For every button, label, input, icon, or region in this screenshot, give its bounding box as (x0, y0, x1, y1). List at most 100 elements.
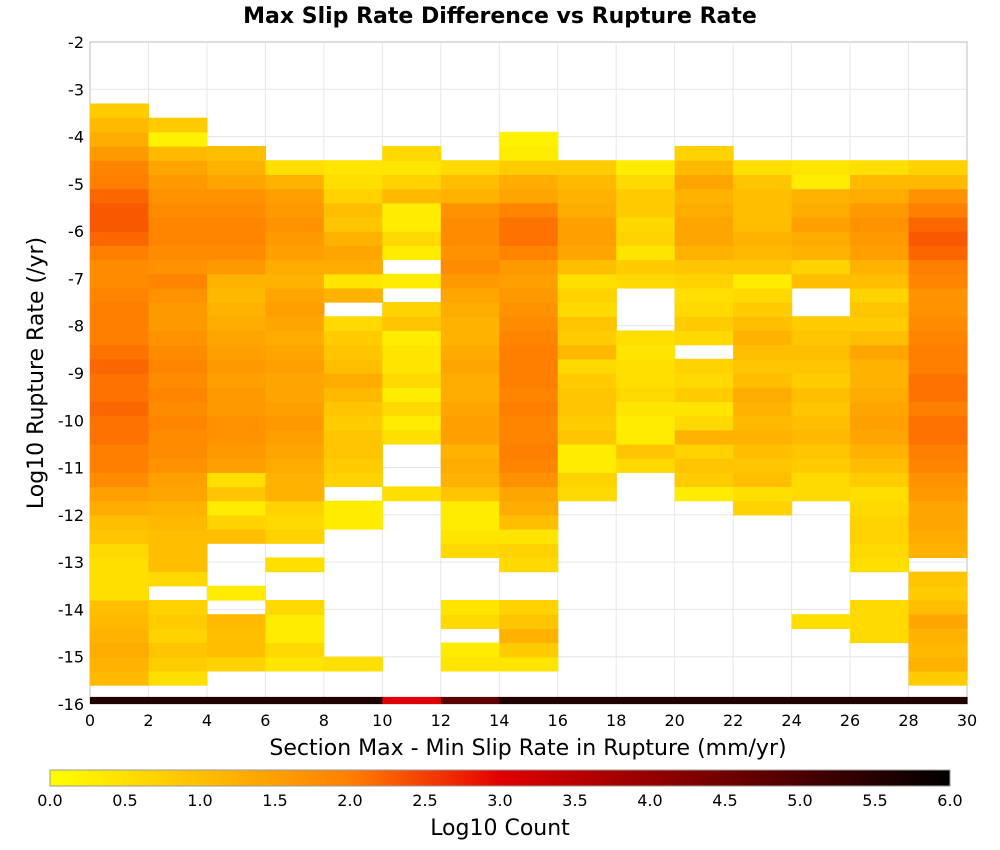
heatmap-cell (908, 358, 968, 374)
heatmap-cell (499, 358, 559, 374)
heatmap-cell (206, 373, 266, 388)
heatmap-cell (148, 543, 208, 559)
heatmap-cell (90, 628, 150, 644)
heatmap-cell (90, 415, 150, 431)
heatmap-cell (791, 316, 851, 332)
heatmap-cell (674, 443, 734, 459)
heatmap-cell (90, 117, 150, 133)
colorbar-tick-label: 3.5 (562, 791, 587, 810)
heatmap-cell (323, 401, 383, 417)
heatmap-cell (265, 316, 325, 332)
heatmap-cell (440, 387, 500, 402)
heatmap-cell (791, 443, 851, 459)
heatmap-cell-bottom-row (733, 696, 793, 704)
heatmap-cell (499, 614, 559, 629)
heatmap-cell (148, 614, 208, 629)
heatmap-cell (674, 302, 734, 317)
x-tick-label: 10 (372, 711, 392, 730)
heatmap-cell (674, 358, 734, 374)
heatmap-cell (616, 245, 676, 261)
heatmap-cell (206, 514, 266, 530)
heatmap-cell (206, 500, 266, 516)
heatmap-cell (499, 316, 559, 332)
heatmap-cell (440, 614, 500, 629)
heatmap-cell (440, 273, 500, 289)
heatmap-cell (90, 188, 150, 204)
heatmap-cell (90, 146, 150, 161)
heatmap-cell-bottom-row (499, 696, 559, 704)
x-axis-ticks: 0 2 4 6 8 10 12 14 16 18 20 22 24 26 28 30 (85, 711, 977, 730)
heatmap-cell (499, 131, 559, 147)
heatmap-cell (148, 245, 208, 261)
heatmap-cell (323, 373, 383, 388)
heatmap-cell (440, 316, 500, 332)
heatmap-cell (791, 245, 851, 261)
heatmap-cell (616, 443, 676, 459)
heatmap-cell (557, 160, 617, 175)
heatmap-cell (791, 344, 851, 360)
colorbar-tick-label: 4.5 (712, 791, 737, 810)
heatmap-cell (206, 287, 266, 303)
heatmap-cell (323, 514, 383, 530)
heatmap-cell (265, 188, 325, 204)
heatmap-cell (148, 670, 208, 686)
heatmap-cell (908, 316, 968, 332)
heatmap-cell (674, 401, 734, 417)
heatmap-cell (382, 330, 442, 346)
heatmap-cell (908, 259, 968, 275)
heatmap-cell (499, 401, 559, 417)
y-tick-label: -4 (68, 128, 84, 147)
heatmap-cell-bottom-row (265, 696, 325, 704)
heatmap-cell (206, 472, 266, 488)
heatmap-cell (440, 642, 500, 658)
x-tick-label: 16 (548, 711, 568, 730)
heatmap-cell (382, 216, 442, 232)
heatmap-cell (323, 500, 383, 516)
heatmap-cell (440, 302, 500, 317)
heatmap-cell (90, 486, 150, 502)
heatmap-cell (908, 344, 968, 360)
heatmap-cell (908, 202, 968, 218)
heatmap-cell (148, 358, 208, 374)
heatmap-cell (557, 387, 617, 402)
heatmap-cell (791, 486, 851, 502)
colorbar-label: Log10 Count (430, 816, 570, 841)
heatmap-cell (908, 216, 968, 232)
heatmap-cell (382, 401, 442, 417)
heatmap-cell (616, 216, 676, 232)
heatmap-cell (206, 458, 266, 473)
heatmap-cell (791, 415, 851, 431)
heatmap-cell (908, 656, 968, 672)
heatmap-cell (382, 429, 442, 445)
x-tick-label: 22 (723, 711, 743, 730)
heatmap-cell (850, 443, 910, 459)
heatmap-cell (323, 259, 383, 275)
heatmap-cell (206, 486, 266, 502)
heatmap-cell (265, 429, 325, 445)
heatmap-cell (440, 245, 500, 261)
heatmap-cell (616, 202, 676, 218)
heatmap-cell (323, 216, 383, 232)
heatmap-cell-bottom-row (616, 696, 676, 704)
heatmap-cell (206, 387, 266, 402)
heatmap-cell (265, 273, 325, 289)
y-axis-label: Log10 Rupture Rate (/yr) (24, 237, 49, 509)
heatmap-cell (674, 216, 734, 232)
heatmap-cell (499, 174, 559, 190)
heatmap-cell (499, 486, 559, 502)
heatmap-cell (148, 202, 208, 218)
heatmap-cell (90, 373, 150, 388)
heatmap-cell (206, 415, 266, 431)
heatmap-cell (557, 458, 617, 473)
heatmap-cell (90, 571, 150, 587)
heatmap-cell (323, 160, 383, 175)
heatmap-cell (323, 387, 383, 402)
heatmap-cell (791, 387, 851, 402)
heatmap-cell (791, 202, 851, 218)
heatmap-cell (90, 458, 150, 473)
heatmap-cell (733, 500, 793, 516)
heatmap-cell (265, 642, 325, 658)
colorbar-tick-label: 0.0 (37, 791, 62, 810)
heatmap-cell (791, 614, 851, 629)
